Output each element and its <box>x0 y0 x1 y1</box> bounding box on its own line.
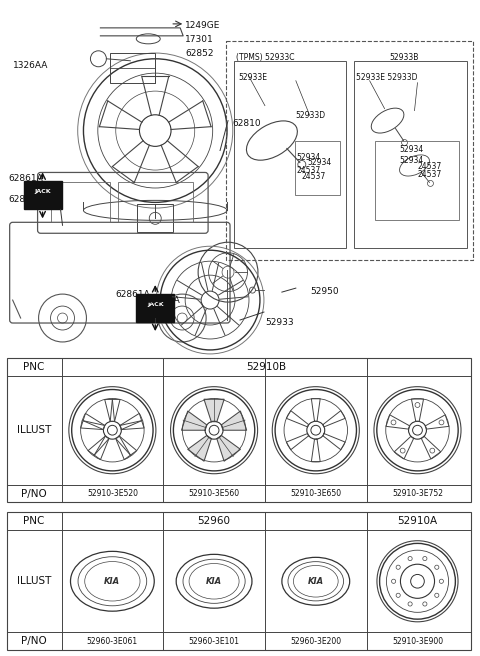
Text: 17301: 17301 <box>185 35 214 44</box>
Text: 1326AA: 1326AA <box>12 61 48 70</box>
Text: 52910-3E560: 52910-3E560 <box>189 489 240 498</box>
Text: 24537: 24537 <box>297 167 321 175</box>
Bar <box>50 182 110 222</box>
Bar <box>7 358 471 502</box>
Text: 62861A: 62861A <box>9 195 43 205</box>
Text: 52960-3E200: 52960-3E200 <box>290 636 341 646</box>
Text: KIA: KIA <box>308 577 324 586</box>
Text: 52910-3E900: 52910-3E900 <box>392 636 443 646</box>
Text: (TPMS) 52933C: (TPMS) 52933C <box>236 52 295 62</box>
Text: 24537: 24537 <box>302 173 326 182</box>
Polygon shape <box>181 411 207 430</box>
Bar <box>110 52 155 83</box>
Text: P/NO: P/NO <box>21 489 47 499</box>
Text: 62861A: 62861A <box>9 174 43 183</box>
Text: 1249GE: 1249GE <box>185 21 220 30</box>
Text: ILLUST: ILLUST <box>17 425 51 435</box>
Text: KIA: KIA <box>206 577 222 586</box>
Text: 52950: 52950 <box>310 287 338 296</box>
Bar <box>354 61 468 248</box>
Text: 52933B: 52933B <box>390 52 419 62</box>
Text: 52933E: 52933E <box>238 73 267 82</box>
Text: 24537: 24537 <box>418 171 442 180</box>
Text: 52933: 52933 <box>265 318 294 327</box>
Bar <box>137 205 173 232</box>
Text: JACK: JACK <box>147 302 164 306</box>
Text: 62810: 62810 <box>232 119 261 128</box>
Text: 52910-3E520: 52910-3E520 <box>87 489 138 498</box>
Text: 52910A: 52910A <box>397 516 438 526</box>
Text: 52960-3E101: 52960-3E101 <box>189 636 240 646</box>
Text: 24537: 24537 <box>418 163 442 171</box>
Polygon shape <box>217 436 240 461</box>
Bar <box>226 41 473 260</box>
Text: 52910B: 52910B <box>246 362 287 372</box>
Text: P/NO: P/NO <box>21 636 47 646</box>
Bar <box>119 182 193 222</box>
Bar <box>7 512 471 650</box>
Bar <box>295 140 340 195</box>
Bar <box>136 294 174 322</box>
Text: 52933E 52933D: 52933E 52933D <box>356 73 417 82</box>
Text: 52910-3E650: 52910-3E650 <box>290 489 341 498</box>
Text: 52933D: 52933D <box>296 111 326 119</box>
Polygon shape <box>188 436 211 461</box>
Bar <box>374 140 459 220</box>
Polygon shape <box>204 400 224 422</box>
Text: 52934: 52934 <box>297 152 321 161</box>
Text: 52960: 52960 <box>198 516 230 526</box>
Text: ILLUST: ILLUST <box>17 576 51 586</box>
Text: 62861A: 62861A <box>115 289 150 298</box>
Text: 62852: 62852 <box>185 49 214 58</box>
Text: 52910-3E752: 52910-3E752 <box>392 489 443 498</box>
Bar <box>24 182 61 209</box>
Text: 52934: 52934 <box>308 159 332 167</box>
Text: PNC: PNC <box>24 516 45 526</box>
Text: KIA: KIA <box>104 577 120 586</box>
Text: JACK: JACK <box>34 189 51 194</box>
Text: PNC: PNC <box>24 362 45 372</box>
Text: 52934: 52934 <box>399 144 424 154</box>
Bar <box>234 61 346 248</box>
Text: 52934: 52934 <box>399 155 424 165</box>
Text: 52960-3E061: 52960-3E061 <box>87 636 138 646</box>
Text: 62861A: 62861A <box>145 296 180 305</box>
Polygon shape <box>221 411 247 430</box>
